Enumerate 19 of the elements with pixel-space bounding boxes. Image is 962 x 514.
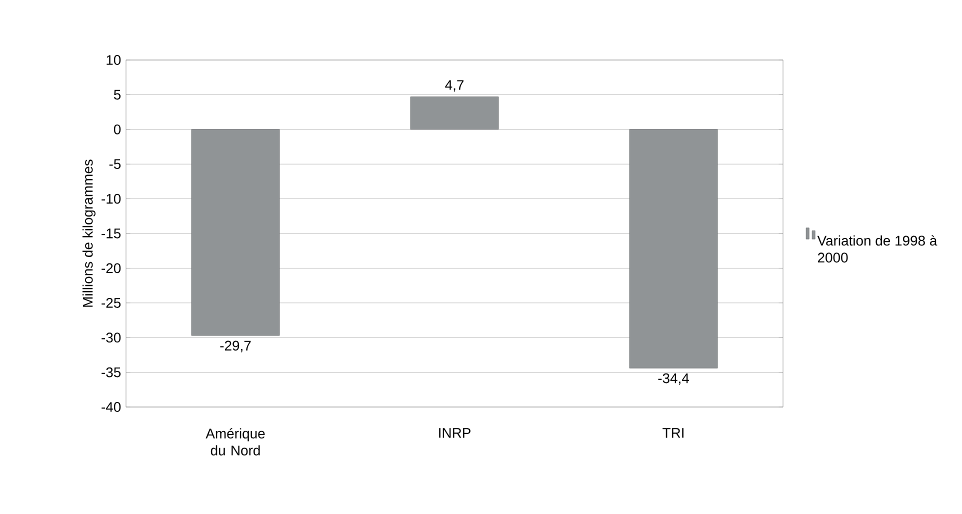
data-label: -34,4: [658, 373, 689, 385]
y-tick-label: -20: [102, 263, 121, 274]
y-tick-label: -35: [102, 367, 121, 378]
x-tick-label: TRI: [662, 428, 684, 438]
data-label: -29,7: [220, 340, 251, 352]
legend-label: Variation de 1998 à 2000: [817, 235, 938, 263]
y-tick-label: -30: [102, 332, 121, 343]
y-tick-label: 0: [114, 124, 121, 134]
y-tick-label: 5: [114, 90, 121, 100]
y-tick-label: -25: [102, 298, 121, 308]
y-tick-label: 10: [106, 55, 121, 65]
y-axis-title: Millions de kilogrammes: [82, 160, 96, 307]
data-label: 4,7: [445, 80, 464, 92]
x-tick-label: Amérique du Nord: [206, 428, 265, 456]
y-tick-label: -40: [102, 402, 121, 412]
y-tick-label: -15: [102, 228, 121, 238]
y-tick-label: -5: [109, 159, 121, 169]
y-tick-label: -10: [102, 194, 121, 204]
x-tick-label: INRP: [439, 428, 470, 438]
